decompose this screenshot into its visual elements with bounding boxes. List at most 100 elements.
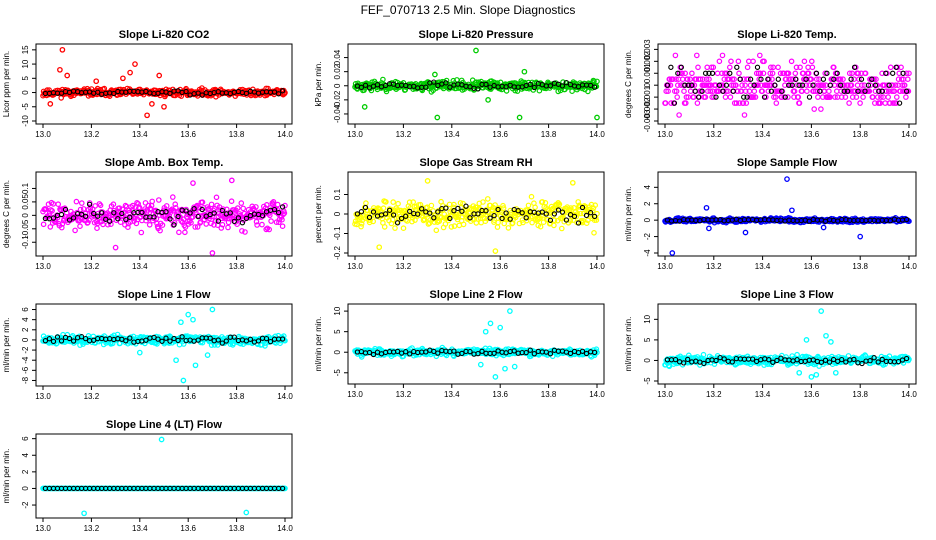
data-point xyxy=(695,64,701,71)
data-point xyxy=(79,200,85,206)
data-point xyxy=(282,485,288,492)
data-point xyxy=(380,205,387,212)
plot-frame xyxy=(347,43,605,125)
y-tick-label: -5 xyxy=(333,369,342,377)
reference-point xyxy=(872,82,879,88)
reference-point xyxy=(207,335,213,341)
data-point xyxy=(80,206,87,212)
reference-point xyxy=(789,82,795,88)
reference-point xyxy=(366,349,373,356)
y-tick-label: -5 xyxy=(643,377,652,385)
reference-point xyxy=(167,338,173,344)
x-tick-label: 13.2 xyxy=(84,262,100,271)
data-point xyxy=(583,220,590,227)
data-point xyxy=(707,88,714,95)
reference-point xyxy=(839,356,845,363)
data-point xyxy=(592,202,599,209)
data-point xyxy=(673,88,680,95)
reference-point xyxy=(362,82,369,88)
data-point xyxy=(40,221,47,228)
data-point xyxy=(676,70,683,77)
data-point xyxy=(708,64,715,71)
data-point xyxy=(741,112,748,118)
reference-point xyxy=(175,213,181,220)
data-point xyxy=(808,58,815,65)
data-point xyxy=(740,100,747,106)
reference-point xyxy=(219,340,225,346)
data-point xyxy=(753,70,760,77)
outlier-point xyxy=(482,328,489,335)
x-tick-label: 13.4 xyxy=(132,130,148,139)
outlier-point xyxy=(173,357,179,364)
data-point xyxy=(826,88,832,95)
reference-point xyxy=(167,216,173,222)
data-point xyxy=(853,94,860,100)
reference-point xyxy=(279,88,286,94)
y-axis-label: degrees C per min. xyxy=(2,180,11,248)
reference-point xyxy=(491,350,497,356)
data-point xyxy=(400,225,407,232)
data-point xyxy=(505,225,512,231)
x-tick-label: 13.6 xyxy=(492,130,508,139)
data-point xyxy=(419,87,426,94)
y-tick-label: 0.05 xyxy=(21,194,30,210)
data-point xyxy=(279,223,286,230)
data-point xyxy=(380,76,386,83)
data-point xyxy=(841,82,848,89)
reference-point xyxy=(831,76,837,82)
panel-title: Slope Gas Stream RH xyxy=(419,157,532,169)
reference-point xyxy=(86,201,93,207)
x-tick-label: 13.6 xyxy=(492,390,508,399)
reference-point xyxy=(435,209,441,215)
reference-point xyxy=(255,338,262,344)
reference-point xyxy=(187,210,193,216)
data-point xyxy=(392,225,398,231)
data-point xyxy=(268,218,274,224)
data-point xyxy=(903,94,909,100)
plot-frame xyxy=(35,171,293,257)
reference-point xyxy=(46,336,53,342)
data-point xyxy=(238,200,245,206)
reference-point xyxy=(827,82,833,88)
data-point xyxy=(759,88,766,95)
reference-point xyxy=(559,83,566,89)
panel-title: Slope Line 1 Flow xyxy=(118,289,211,301)
data-point xyxy=(94,225,100,232)
x-tick-label: 13.0 xyxy=(347,262,363,271)
y-axis-label: ml/min per min. xyxy=(624,187,633,242)
data-point xyxy=(777,70,784,77)
y-tick-label: 0 xyxy=(643,358,652,363)
reference-point xyxy=(275,91,282,97)
reference-point xyxy=(398,215,405,222)
data-point xyxy=(457,200,464,206)
data-point xyxy=(77,206,84,213)
reference-point xyxy=(523,349,529,356)
reference-point xyxy=(893,64,899,70)
reference-point xyxy=(275,209,282,216)
data-point xyxy=(901,82,908,89)
data-point xyxy=(574,210,581,217)
outlier-point xyxy=(161,103,167,110)
x-tick-label: 13.0 xyxy=(657,130,673,139)
data-point xyxy=(778,94,785,100)
outlier-point xyxy=(569,179,576,186)
reference-point xyxy=(62,206,69,213)
data-point xyxy=(791,88,798,95)
data-point xyxy=(806,82,813,89)
data-point xyxy=(742,82,748,89)
data-point xyxy=(523,217,530,224)
data-point xyxy=(500,205,507,211)
x-tick-label: 13.6 xyxy=(804,262,820,271)
data-point xyxy=(273,219,280,226)
outlier-point xyxy=(209,250,216,256)
reference-point xyxy=(243,215,250,222)
data-point xyxy=(539,199,546,205)
reference-point xyxy=(729,359,735,365)
x-tick-label: 13.2 xyxy=(706,390,722,399)
data-point xyxy=(667,82,674,89)
data-point xyxy=(820,82,827,89)
reference-point xyxy=(78,334,85,340)
reference-point xyxy=(231,218,237,225)
data-point xyxy=(687,88,694,95)
